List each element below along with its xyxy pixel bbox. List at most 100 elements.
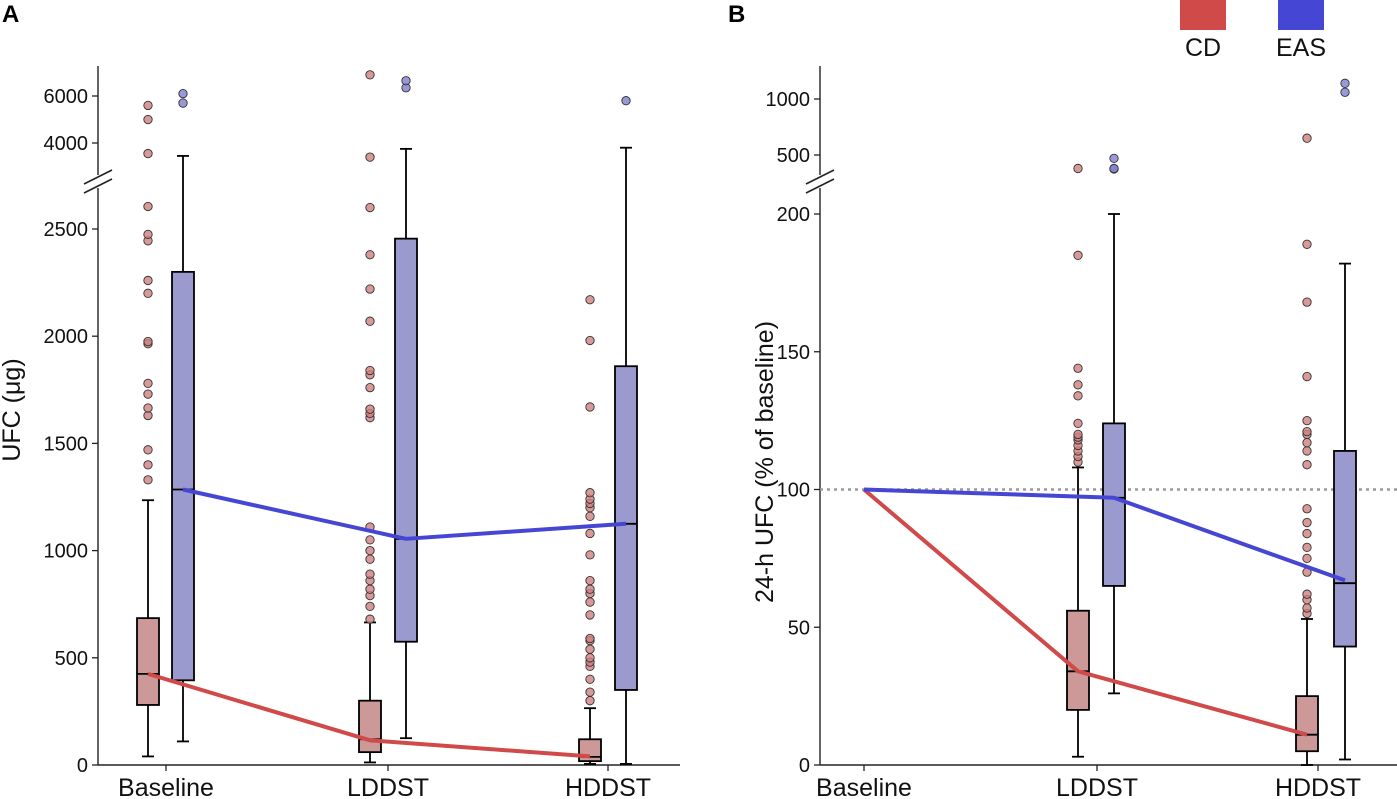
panel-a-cd-baseline-outlier-point: [143, 389, 153, 399]
panel-a-cd-hddst-outlier-point: [585, 295, 595, 305]
panel-a-cd-hddst-outlier-point: [585, 597, 595, 607]
panel-b-y-tick-100: 100: [777, 480, 810, 502]
panel-b-cd-hddst-outlier-point: [1302, 438, 1312, 448]
panel-a-cd-hddst-outlier-point: [585, 511, 595, 521]
panel-a-cd-baseline-outlier-point: [143, 336, 153, 347]
panel-a-y-tick-1000: 1000: [44, 541, 89, 563]
panel-a-cd-baseline-outlier-point: [143, 275, 153, 286]
panel-b-cd-hddst-outlier-point: [1302, 603, 1312, 613]
panel-b-cd-lddst-outlier-point: [1073, 380, 1083, 390]
panel-a-cd-lddst-outlier-point: [365, 316, 375, 326]
panel-b-x-label-baseline: Baseline: [816, 774, 912, 799]
panel-b-cd-lddst-outlier-point: [1073, 363, 1083, 373]
panel-b-cd-median-line: [862, 487, 1308, 737]
panel-a-cd-lddst-outlier-point: [365, 569, 375, 579]
panel-a-eas-lddst-outlier-point: [401, 76, 411, 86]
panel-a-cd-baseline-outlier-point: [143, 445, 153, 455]
panel-b-y-tick-50: 50: [788, 617, 810, 639]
panel-a-plot: 0 500 1000 1500 2000 2500 4000 6000: [44, 66, 680, 777]
panel-b-cd-hddst-outlier-point: [1302, 239, 1312, 249]
panel-b-cd-hddst-outlier-point: [1302, 528, 1312, 539]
panel-b-y-tick-0: 0: [799, 755, 810, 777]
panel-a-cd-hddst-outlier-point: [585, 687, 595, 697]
panel-a-cd-baseline-outlier-point: [143, 378, 153, 389]
panel-b-cd-lddst-outlier-point: [1073, 163, 1083, 174]
panel-b-cd-hddst-outlier-point: [1302, 460, 1312, 470]
panel-a-cd-hddst-outlier-point: [585, 488, 595, 498]
panel-a-x-label-hddst: HDDST: [565, 774, 651, 799]
panel-a-cd-lddst-outlier-point: [365, 535, 375, 545]
panel-a-eas-baseline-outlier-point: [178, 89, 188, 99]
panel-b-x-label-lddst: LDDST: [1056, 774, 1138, 799]
legend-swatch-cd: [1180, 0, 1226, 30]
panel-letter-b: B: [728, 1, 745, 28]
panel-a-cd-hddst-outlier-point: [585, 633, 595, 644]
panel-b-eas-hddst-box: [1333, 450, 1357, 648]
panel-a-cd-baseline-outlier-point: [143, 100, 153, 111]
panel-a-cd-hddst-outlier-point: [585, 653, 595, 663]
panel-a-y-axis-title: UFC (μg): [0, 358, 26, 461]
panel-a-cd-lddst-outlier-point: [365, 202, 375, 213]
panel-b-y-tick-1000: 1000: [766, 89, 811, 111]
panel-a-eas-baseline-box: [171, 270, 195, 682]
panel-a-cd-hddst-outlier-point: [585, 528, 595, 539]
panel-a-cd-hddst-outlier-point: [585, 550, 595, 560]
panel-b-axis-break-mark: [805, 178, 835, 194]
panel-b-plot: 0 50 100 150 200 500 1000: [766, 66, 1397, 777]
panel-a-y-tick-500: 500: [55, 648, 88, 670]
panel-a-x-label-baseline: Baseline: [118, 774, 214, 799]
panel-b-cd-lddst-box: [1066, 609, 1090, 711]
panel-b-cd-lddst-outlier-point: [1073, 391, 1083, 401]
panel-b-eas-hddst-outlier-point: [1340, 87, 1350, 97]
panel-b-y-tick-150: 150: [777, 342, 810, 364]
panel-a-cd-hddst-outlier-point: [585, 402, 595, 412]
panel-a-cd-baseline-outlier-point: [143, 201, 153, 212]
panel-a-eas-median-line: [182, 487, 627, 541]
panel-a-y-tick-6000: 6000: [44, 86, 89, 108]
panel-a-cd-baseline-box: [136, 617, 160, 706]
panel-a-y-tick-4000: 4000: [44, 133, 89, 155]
panel-b-y-tick-500: 500: [777, 145, 810, 167]
panel-b-cd-lddst-outlier-point: [1073, 250, 1083, 260]
panel-b-cd-hddst-outlier-point: [1302, 297, 1312, 307]
panel-a-cd-baseline-outlier-point: [143, 460, 153, 470]
panel-a-cd-hddst-outlier-point: [585, 644, 595, 654]
panel-b-eas-lddst-box: [1102, 422, 1126, 587]
panel-a-cd-lddst-outlier-point: [365, 152, 375, 162]
legend-label-eas: EAS: [1276, 34, 1326, 62]
panel-b-eas-median-line: [863, 487, 1346, 583]
panel-b-cd-hddst-outlier-point: [1302, 517, 1312, 528]
panel-a-cd-lddst-outlier-point: [365, 284, 375, 294]
panel-a-axis-break-mark: [83, 178, 113, 194]
panel-b-eas-lddst-outlier-point: [1109, 163, 1119, 174]
legend-swatch-eas: [1278, 0, 1324, 30]
panel-a-y-tick-2500: 2500: [44, 219, 89, 241]
panel-a-cd-hddst-outlier-point: [585, 335, 595, 346]
panel-b-cd-hddst-outlier-point: [1302, 589, 1312, 599]
panel-b-cd-hddst-box: [1295, 695, 1319, 753]
panel-a-cd-lddst-outlier-point: [365, 601, 375, 611]
panel-a-eas-hddst-outlier-point: [621, 96, 631, 106]
panel-a-cd-baseline-outlier-point: [143, 403, 153, 413]
panel-a-y-tick-1500: 1500: [44, 433, 89, 455]
panel-a-cd-median-line: [147, 671, 591, 759]
legend: CD EAS: [1180, 0, 1326, 62]
panel-b-cd-hddst-outlier-point: [1302, 504, 1312, 514]
panel-b-y-tick-200: 200: [777, 204, 810, 226]
panel-a-cd-hddst-outlier-point: [585, 674, 595, 684]
panel-b-cd-hddst-outlier-point: [1302, 553, 1312, 564]
panel-b-eas-lddst-outlier-point: [1109, 153, 1119, 164]
panel-b-cd-hddst-outlier-point: [1302, 415, 1312, 426]
panel-a-y-tick-0: 0: [77, 755, 88, 777]
panel-a-cd-baseline-outlier-point: [143, 229, 153, 240]
panel-b-cd-hddst-outlier-point: [1302, 446, 1312, 456]
panel-a-cd-lddst-outlier-point: [365, 584, 375, 594]
panel-b-y-axis-title: 24-h UFC (% of baseline): [751, 321, 779, 603]
panel-a-cd-lddst-outlier-point: [365, 365, 375, 376]
panel-a-eas-lddst-box: [394, 237, 418, 643]
panel-b-cd-hddst-outlier-point: [1302, 542, 1312, 553]
panel-a-cd-baseline-outlier-point: [143, 288, 153, 298]
panel-a-cd-baseline-outlier-point: [143, 148, 153, 159]
panel-b-cd-hddst-outlier-point: [1302, 133, 1312, 143]
panel-b-cd-lddst-outlier-point: [1073, 429, 1083, 440]
